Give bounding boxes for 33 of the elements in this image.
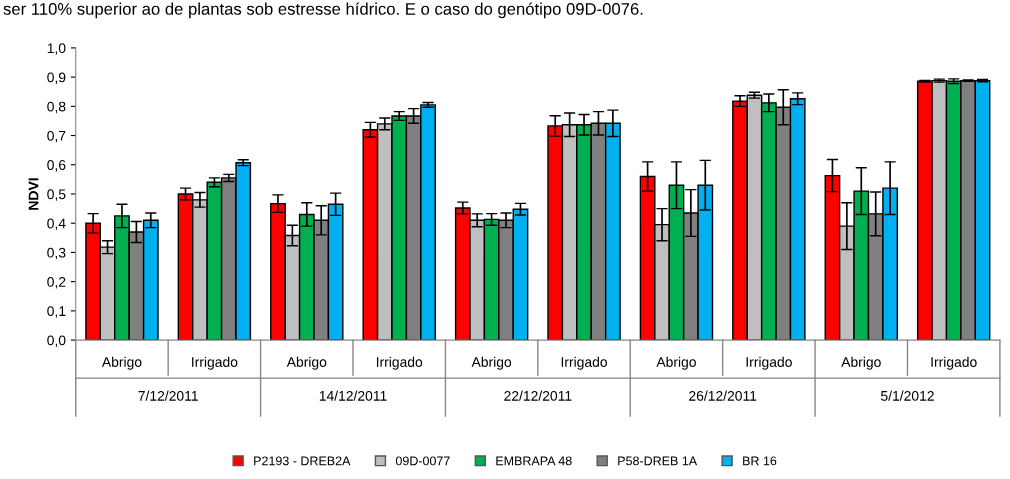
legend-label: EMBRAPA 48 (496, 456, 572, 466)
x-tick-label: Abrigo (471, 356, 512, 370)
y-tick-label: 0,1 (47, 306, 66, 318)
y-tick-label: 0,5 (47, 189, 66, 201)
x-tick-label: Irrigado (561, 356, 607, 370)
text: 22/12/2011 (504, 390, 572, 401)
x-tick-label: Irrigado (192, 356, 238, 370)
y-tick-label: 0,4 (47, 218, 66, 231)
y-tick-label: 0,3 (47, 247, 66, 260)
text: ser 110% superior ao de plantas sob estresse hídrico. E o caso do genótipo 09D-0076. (3, 2, 643, 19)
y-tick-label: 0,0 (47, 335, 66, 347)
x-tick-label: Abrigo (656, 356, 696, 370)
legend-label: P58-DREB 1A (618, 456, 698, 466)
y-tick-label: 0,2 (47, 276, 66, 289)
text: 26/12/2011 (689, 390, 757, 401)
legend-label: P2193 - DREB2A (254, 456, 351, 466)
x-tick-label: Irrigado (746, 356, 792, 370)
x-tick-label: Abrigo (841, 356, 881, 370)
x-tick-label: Irrigado (931, 356, 977, 370)
text: 7/12/2011 (138, 390, 198, 401)
x-tick-label: Abrigo (101, 356, 142, 370)
x-tick-label: Abrigo (286, 356, 327, 370)
y-axis-title: NDVI (28, 178, 39, 210)
text: 5/1/2012 (881, 390, 934, 401)
y-tick-label: 0,6 (47, 160, 66, 172)
y-tick-label: 0,9 (47, 72, 66, 84)
legend-label: BR 16 (743, 456, 777, 466)
y-tick-label: 1,0 (47, 43, 66, 55)
text: 14/12/2011 (319, 390, 387, 401)
x-tick-label: Irrigado (376, 356, 423, 370)
y-tick-label: 0,8 (47, 101, 66, 114)
legend-label: 09D-0077 (395, 456, 450, 466)
y-tick-label: 0,7 (47, 130, 66, 143)
